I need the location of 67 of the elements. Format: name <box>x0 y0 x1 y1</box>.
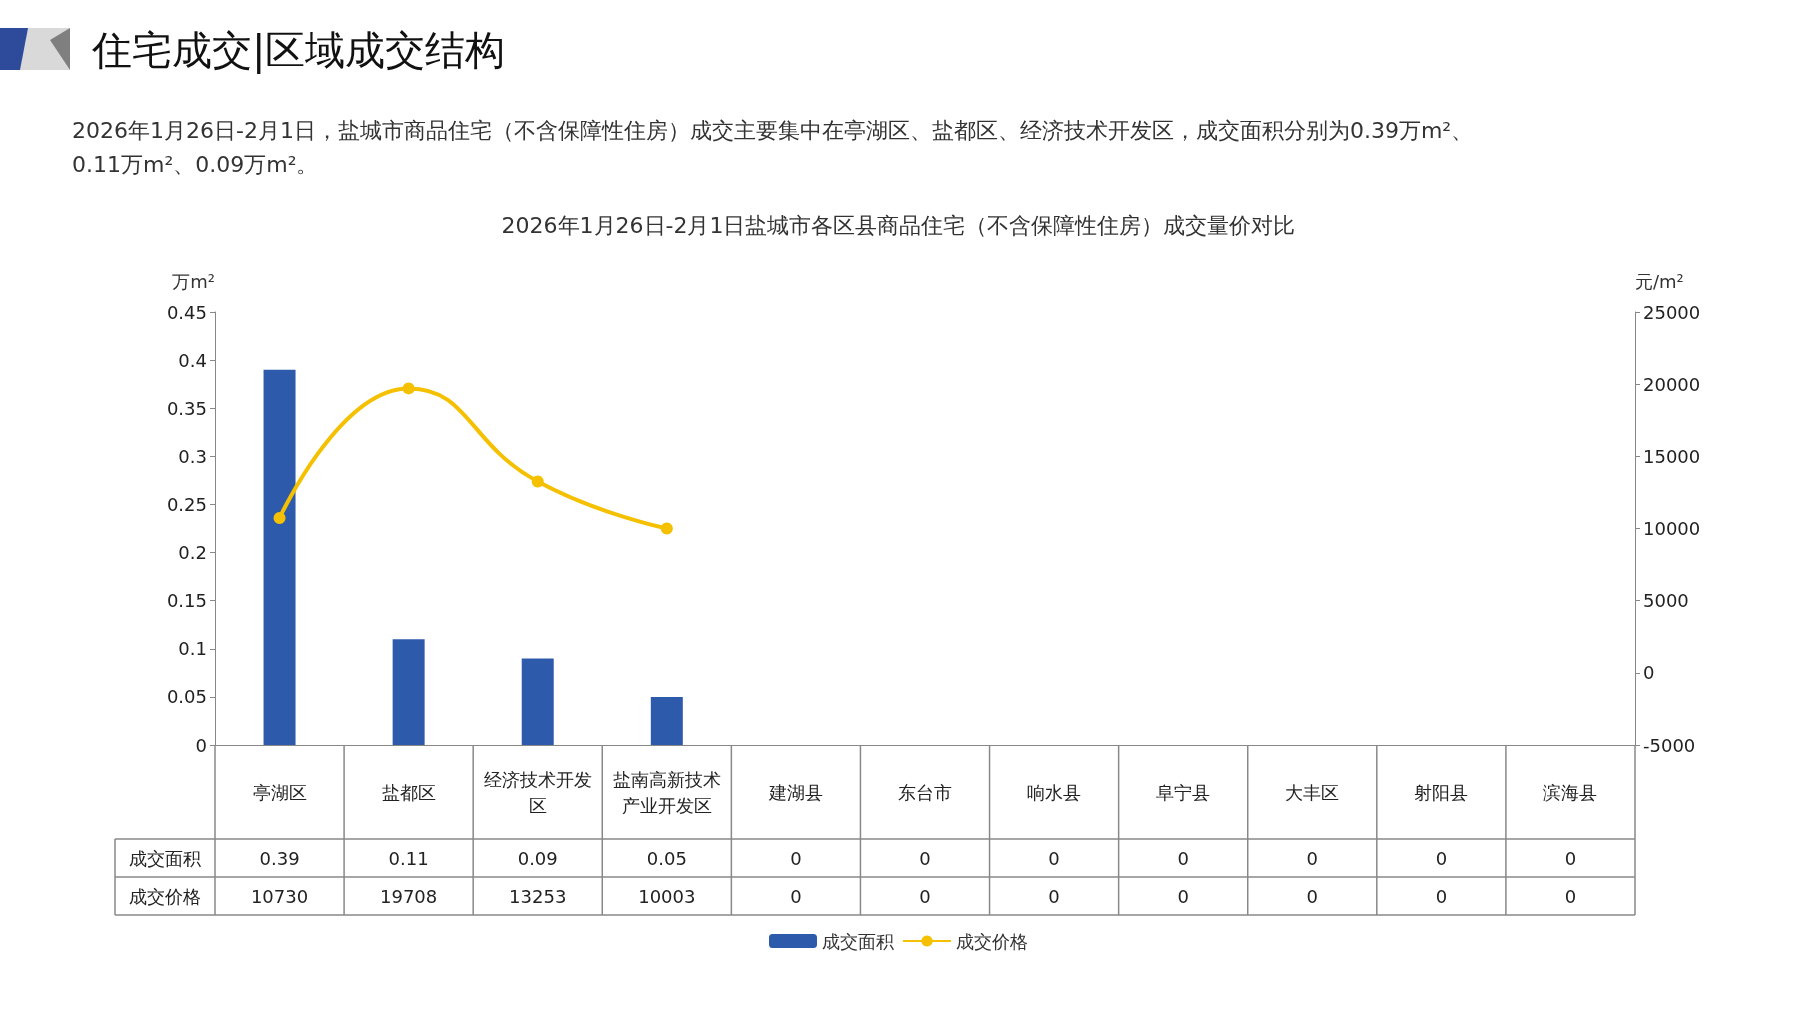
x-tick-label: 滨海县 <box>1543 781 1598 803</box>
y-tick-label: 0.35 <box>166 397 207 419</box>
legend-label: 成交价格 <box>956 930 1028 952</box>
text: 0 <box>1564 885 1577 907</box>
point <box>531 475 544 488</box>
y2-tick-label: 15000 <box>1643 445 1701 467</box>
data-label: 0.09 <box>517 847 558 869</box>
y2-tick-label: 5000 <box>1643 590 1689 612</box>
x-tick-label: 大丰区 <box>1285 781 1340 803</box>
y2-tick-label: 0 <box>1643 662 1655 684</box>
x-tick-label: 阜宁县 <box>1156 781 1211 803</box>
data-label: 0.05 <box>646 847 687 869</box>
y-tick-label: 0 <box>195 734 207 756</box>
y-tick-label: 0.3 <box>178 445 207 467</box>
text: 0 <box>1177 885 1189 907</box>
text: 0 <box>1306 885 1318 907</box>
y2-axis-title: 元/m² <box>1635 270 1684 292</box>
y2-tick-label: 10000 <box>1643 518 1701 539</box>
data-label: 0 <box>1564 847 1577 869</box>
text: 0 <box>1435 885 1448 907</box>
point <box>402 382 415 395</box>
x-tick-label: 盐南高新技术产业开发区 <box>612 768 721 816</box>
x-tick-label: 东台市 <box>898 781 952 803</box>
data-label: 0 <box>790 847 802 869</box>
data-label: 19708 <box>380 885 438 907</box>
bar <box>263 369 296 745</box>
y2-tick-label: 20000 <box>1643 373 1701 395</box>
text: 成交价格 <box>129 885 201 907</box>
y-tick-label: 0.25 <box>166 493 207 515</box>
x-tick-label: 响水县 <box>1027 781 1082 803</box>
y-tick-label: 0.1 <box>178 638 207 660</box>
x-tick-label: 亭湖区 <box>252 781 307 803</box>
data-label: 0 <box>1048 847 1060 869</box>
data-label: 0.39 <box>259 847 300 869</box>
data-label: 0 <box>1306 847 1318 869</box>
text: 0 <box>1048 885 1060 907</box>
point <box>660 522 673 535</box>
bar <box>650 696 683 745</box>
data-label: 10730 <box>250 885 309 907</box>
text: 0 <box>919 885 931 907</box>
text: 0 <box>790 885 802 907</box>
y-axis-title: 万m² <box>172 270 215 292</box>
x-tick-label: 射阳县 <box>1414 781 1469 803</box>
y2-tick-label: -5000 <box>1643 734 1696 756</box>
y-tick-label: 0.15 <box>166 590 207 612</box>
y-tick-label: 0.2 <box>178 542 207 564</box>
x-tick-label: 盐都区 <box>381 781 436 803</box>
bar <box>392 639 425 745</box>
data-label: 0 <box>1435 847 1448 869</box>
data-label: 13253 <box>509 885 567 907</box>
data-label: 0.11 <box>388 847 429 869</box>
legend-label: 成交面积 <box>822 930 894 952</box>
x-tick-label: 经济技术开发区 <box>483 768 592 816</box>
data-label: 0 <box>1177 847 1189 869</box>
y-tick-label: 0.4 <box>178 349 207 371</box>
data-label: 0 <box>919 847 931 869</box>
point <box>273 511 286 524</box>
x-tick-label: 建湖县 <box>767 781 823 803</box>
y2-tick-label: 25000 <box>1643 301 1701 323</box>
chart-title: 住宅成交|区域成交结构 <box>91 27 506 74</box>
chart-subtitle: 2026年1月26日-2月1日，盐城市商品住宅（不含保障性住房）成交主要集中在亭湖区、盐都区、经济技术开发区，成交面积分别为0.39万m²、0.11万m²、0.09万m²。 <box>72 117 1474 177</box>
y-tick-label: 0.05 <box>166 686 207 708</box>
y-tick-label: 0.45 <box>166 301 207 323</box>
data-label: 10003 <box>638 885 696 907</box>
text: 2026年1月26日-2月1日盐城市各区县商品住宅（不含保障性住房）成交量价对比 <box>501 212 1296 238</box>
text: 成交面积 <box>129 847 201 869</box>
bar <box>521 658 554 745</box>
